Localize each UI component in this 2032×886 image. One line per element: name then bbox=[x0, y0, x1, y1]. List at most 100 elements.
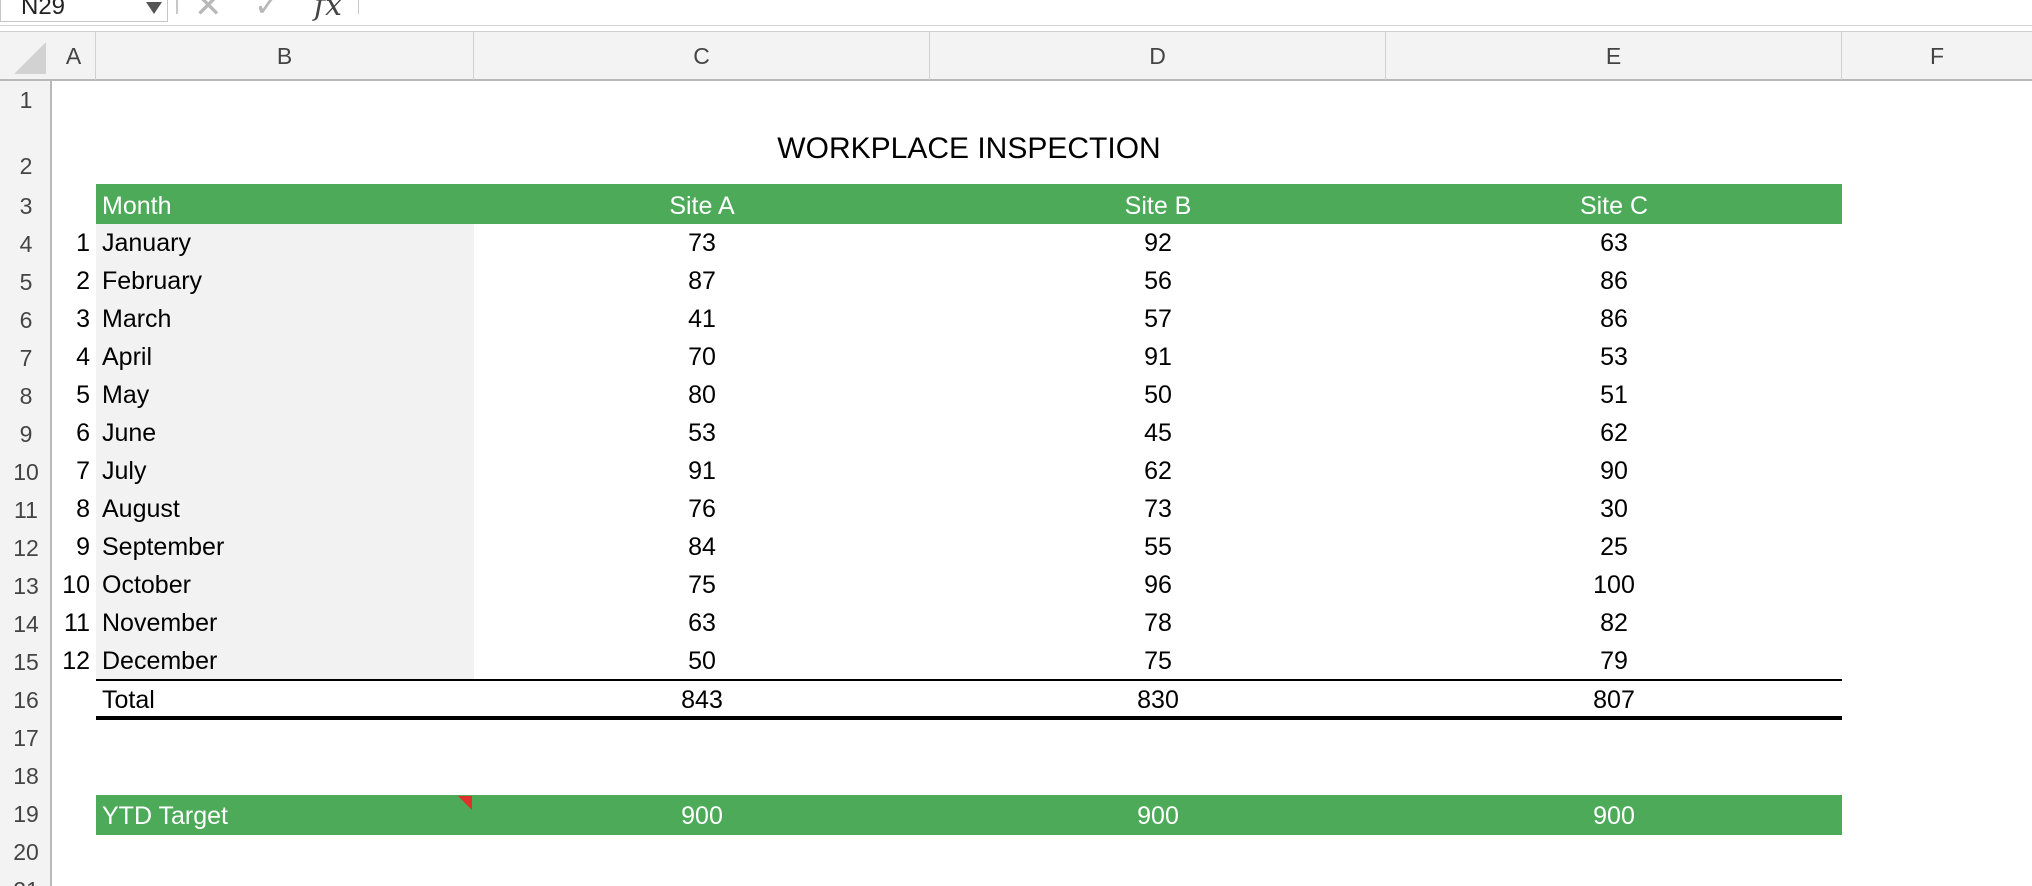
row-header[interactable]: 1 bbox=[19, 87, 33, 113]
site-b-cell[interactable]: 56 bbox=[1144, 267, 1172, 295]
enter-icon[interactable]: ✓ bbox=[254, 0, 281, 24]
site-a-cell[interactable]: 70 bbox=[688, 343, 716, 371]
month-cell[interactable]: September bbox=[102, 533, 225, 561]
month-cell[interactable]: June bbox=[102, 419, 157, 447]
row-header[interactable]: 16 bbox=[13, 687, 39, 713]
site-b-cell[interactable]: 55 bbox=[1144, 533, 1172, 561]
column-header-b[interactable]: B bbox=[96, 32, 474, 80]
row-index[interactable]: 9 bbox=[76, 533, 90, 561]
total-site-a[interactable]: 843 bbox=[681, 686, 723, 714]
row-index[interactable]: 2 bbox=[76, 267, 90, 295]
row-header[interactable]: 21 bbox=[0, 865, 52, 886]
month-cell[interactable]: February bbox=[102, 267, 203, 295]
column-header-f[interactable]: F bbox=[1929, 43, 1945, 69]
row-header[interactable]: 15 bbox=[13, 649, 39, 675]
row-index[interactable]: 11 bbox=[64, 609, 90, 637]
row-header[interactable]: 13 bbox=[13, 573, 39, 599]
site-b-cell[interactable]: 91 bbox=[1144, 343, 1172, 371]
column-header-d[interactable]: D bbox=[930, 32, 1386, 80]
header-month[interactable]: Month bbox=[96, 184, 474, 224]
column-header-a[interactable]: A bbox=[52, 32, 96, 80]
site-c-cell[interactable]: 51 bbox=[1600, 381, 1628, 409]
site-b-cell[interactable]: 45 bbox=[1144, 419, 1172, 447]
row-header[interactable]: 19 bbox=[13, 801, 39, 827]
site-c-cell[interactable]: 53 bbox=[1600, 343, 1628, 371]
row-header[interactable]: 20 bbox=[13, 839, 39, 865]
site-c-cell[interactable]: 63 bbox=[1600, 229, 1628, 257]
site-a-cell[interactable]: 75 bbox=[688, 571, 716, 599]
row-header[interactable]: 11 bbox=[14, 497, 38, 523]
site-a-cell[interactable]: 53 bbox=[688, 419, 716, 447]
site-b-cell[interactable]: 57 bbox=[1144, 305, 1172, 333]
row-index[interactable]: 4 bbox=[76, 343, 90, 371]
row-header[interactable]: 6 bbox=[19, 307, 33, 333]
total-site-b[interactable]: 830 bbox=[1137, 686, 1179, 714]
header-site-a[interactable]: Site A bbox=[474, 184, 930, 224]
site-c-cell[interactable]: 86 bbox=[1600, 267, 1628, 295]
row-header[interactable]: 9 bbox=[19, 421, 33, 447]
site-b-cell[interactable]: 78 bbox=[1144, 609, 1172, 637]
row-header[interactable]: 18 bbox=[13, 763, 39, 789]
row-header[interactable]: 3 bbox=[19, 193, 33, 219]
site-a-cell[interactable]: 80 bbox=[688, 381, 716, 409]
row-index[interactable]: 7 bbox=[76, 457, 90, 485]
site-a-cell[interactable]: 41 bbox=[688, 305, 716, 333]
total-site-c[interactable]: 807 bbox=[1593, 686, 1635, 714]
month-cell[interactable]: October bbox=[102, 571, 191, 599]
site-c-cell[interactable]: 30 bbox=[1600, 495, 1628, 523]
sheet-title[interactable]: WORKPLACE INSPECTION bbox=[777, 132, 1161, 165]
row-index[interactable]: 8 bbox=[76, 495, 90, 523]
target-label[interactable]: YTD Target bbox=[96, 795, 474, 835]
site-c-cell[interactable]: 86 bbox=[1600, 305, 1628, 333]
row-header[interactable]: 14 bbox=[13, 611, 39, 637]
row-header[interactable]: 7 bbox=[19, 345, 33, 371]
target-site-c[interactable]: 900 bbox=[1386, 795, 1842, 835]
total-label[interactable]: Total bbox=[102, 686, 155, 714]
row-header[interactable]: 5 bbox=[19, 269, 33, 295]
insert-function-icon[interactable]: fx bbox=[314, 0, 343, 23]
month-cell[interactable]: July bbox=[102, 457, 147, 485]
site-c-cell[interactable]: 62 bbox=[1600, 419, 1628, 447]
row-header[interactable]: 10 bbox=[13, 459, 39, 485]
site-b-cell[interactable]: 75 bbox=[1144, 647, 1172, 675]
column-header-c[interactable]: C bbox=[474, 32, 930, 80]
row-index[interactable]: 5 bbox=[76, 381, 90, 409]
name-box-dropdown-icon[interactable] bbox=[146, 2, 162, 14]
comment-indicator-icon[interactable] bbox=[458, 796, 472, 810]
name-box[interactable]: N29 bbox=[0, 0, 168, 22]
site-a-cell[interactable]: 87 bbox=[688, 267, 716, 295]
header-site-c[interactable]: Site C bbox=[1386, 184, 1842, 224]
month-cell[interactable]: December bbox=[102, 647, 218, 675]
site-b-cell[interactable]: 92 bbox=[1144, 229, 1172, 257]
row-index[interactable]: 12 bbox=[62, 647, 90, 675]
row-header[interactable]: 2 bbox=[19, 153, 33, 179]
month-cell[interactable]: November bbox=[102, 609, 218, 637]
site-a-cell[interactable]: 76 bbox=[688, 495, 716, 523]
site-a-cell[interactable]: 63 bbox=[688, 609, 716, 637]
month-cell[interactable]: August bbox=[102, 495, 180, 523]
site-a-cell[interactable]: 50 bbox=[688, 647, 716, 675]
site-a-cell[interactable]: 73 bbox=[688, 229, 716, 257]
target-site-a[interactable]: 900 bbox=[474, 795, 930, 835]
row-header[interactable]: 17 bbox=[13, 725, 39, 751]
site-c-cell[interactable]: 25 bbox=[1600, 533, 1628, 561]
formula-input[interactable] bbox=[358, 0, 359, 14]
row-index[interactable]: 10 bbox=[62, 571, 90, 599]
site-c-cell[interactable]: 82 bbox=[1600, 609, 1628, 637]
site-c-cell[interactable]: 79 bbox=[1600, 647, 1628, 675]
month-cell[interactable]: March bbox=[102, 305, 172, 333]
row-index[interactable]: 3 bbox=[76, 305, 90, 333]
column-header-e[interactable]: E bbox=[1386, 32, 1842, 80]
site-c-cell[interactable]: 90 bbox=[1600, 457, 1628, 485]
site-b-cell[interactable]: 50 bbox=[1144, 381, 1172, 409]
site-a-cell[interactable]: 91 bbox=[688, 457, 716, 485]
row-index[interactable]: 6 bbox=[76, 419, 90, 447]
site-c-cell[interactable]: 100 bbox=[1593, 571, 1635, 599]
site-b-cell[interactable]: 62 bbox=[1144, 457, 1172, 485]
site-b-cell[interactable]: 96 bbox=[1144, 571, 1172, 599]
site-b-cell[interactable]: 73 bbox=[1144, 495, 1172, 523]
row-header[interactable]: 4 bbox=[19, 231, 33, 257]
month-cell[interactable]: January bbox=[102, 229, 191, 257]
row-header[interactable]: 12 bbox=[13, 535, 39, 561]
cancel-icon[interactable]: ✕ bbox=[194, 0, 223, 26]
